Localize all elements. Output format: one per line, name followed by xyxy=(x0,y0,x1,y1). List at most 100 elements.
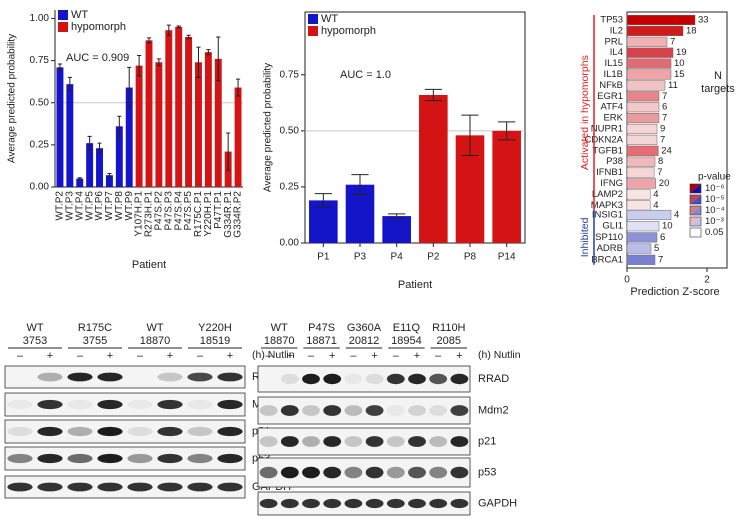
blot-band xyxy=(302,405,320,416)
bar xyxy=(626,134,658,145)
blot-panel xyxy=(4,475,246,499)
legend-title: p-value xyxy=(698,172,731,183)
x-tick-label: P4 xyxy=(391,252,404,263)
error-bar xyxy=(216,36,221,82)
x-tick-label: 0 xyxy=(624,275,630,286)
blot-band xyxy=(344,405,363,416)
blot-band xyxy=(302,466,320,479)
bar xyxy=(135,65,143,187)
blot-band xyxy=(365,373,384,385)
category-label: CDKN2A xyxy=(584,134,623,145)
blot-band xyxy=(67,399,93,410)
x-tick-label: G334R.P1 xyxy=(223,191,234,238)
blot-band xyxy=(408,498,426,509)
bar xyxy=(125,87,133,187)
blot-band xyxy=(280,436,299,447)
legend-swatch-frame xyxy=(689,216,702,227)
blot-band xyxy=(323,405,342,416)
category-label: NFkB xyxy=(599,80,623,91)
blot-band xyxy=(157,482,183,492)
blot-band xyxy=(429,466,448,479)
error-bar xyxy=(57,63,63,72)
bar xyxy=(115,126,123,187)
blot-band xyxy=(450,466,469,479)
error-bar xyxy=(97,142,102,154)
error-bar xyxy=(226,132,231,171)
legend-label: hypomorph xyxy=(321,25,376,37)
target-count: 15 xyxy=(674,69,685,80)
x-tick-label: Y220H.P1 xyxy=(203,191,214,237)
bar xyxy=(204,52,212,188)
legend-swatch xyxy=(308,14,318,24)
blot-row-label: p53 xyxy=(478,466,496,478)
category-label: IL4 xyxy=(610,47,623,58)
blot-band xyxy=(323,466,342,479)
x-tick-label: WT.P2 xyxy=(55,191,66,221)
legend-swatch-blue xyxy=(690,195,701,204)
bar xyxy=(185,36,193,187)
x-tick-label: 2 xyxy=(704,275,710,286)
blot-band xyxy=(37,372,63,382)
blot-band xyxy=(386,466,405,479)
error-bar xyxy=(424,88,442,102)
x-tick-label: P8 xyxy=(464,252,477,263)
blot-band xyxy=(217,426,243,437)
category-label: ADRB xyxy=(597,243,623,254)
lane-plus: + xyxy=(227,350,233,362)
target-count: 18 xyxy=(686,25,697,36)
lane-group-name: P47S xyxy=(308,322,335,334)
target-count: 7 xyxy=(657,167,662,178)
treatment-label: (h) Nutlin xyxy=(478,349,521,361)
error-bar xyxy=(87,135,92,151)
bar xyxy=(626,25,684,36)
category-label: LAMP2 xyxy=(592,189,623,200)
error-bar xyxy=(117,115,122,137)
legend-label: WT xyxy=(71,9,88,21)
bar xyxy=(492,130,521,243)
category-label: IFNB1 xyxy=(596,167,623,178)
blot-band xyxy=(37,426,63,437)
lane-group-id: 18870 xyxy=(264,335,295,347)
target-count: 24 xyxy=(661,145,672,156)
error-bar xyxy=(137,55,142,77)
category-label: NUPR1 xyxy=(591,124,623,135)
blot-band xyxy=(280,405,299,416)
blot-band xyxy=(259,405,278,416)
error-bar xyxy=(314,193,332,208)
error-bar xyxy=(351,174,369,196)
blot-band xyxy=(217,399,243,410)
legend-swatch-frame xyxy=(689,227,702,238)
target-count: 7 xyxy=(662,113,667,124)
y-tick-label: 1.00 xyxy=(30,13,50,24)
blot-band xyxy=(408,405,426,416)
blot-band xyxy=(97,372,123,382)
legend-swatch xyxy=(58,10,68,20)
bar xyxy=(56,67,64,187)
bar xyxy=(419,94,448,243)
x-tick-label: P47S.P3 xyxy=(163,191,174,231)
x-tick-label: P47S.P2 xyxy=(154,191,165,231)
blot-band xyxy=(280,498,299,509)
lane-plus: + xyxy=(414,350,420,362)
blot-band xyxy=(97,482,123,492)
plot-frame xyxy=(304,11,526,244)
bar xyxy=(105,175,113,187)
lane-minus: – xyxy=(77,350,84,362)
x-tick-label: P1 xyxy=(317,252,330,263)
blot-band xyxy=(323,436,342,447)
blot-band xyxy=(187,426,213,437)
error-bar xyxy=(127,66,132,109)
category-label: TP53 xyxy=(600,15,623,26)
blot-band xyxy=(323,373,342,385)
blot-band xyxy=(217,372,243,382)
blot-row-label: RRAD xyxy=(478,373,509,385)
blot-band xyxy=(187,482,213,492)
legend-swatch xyxy=(58,22,68,32)
blot-band xyxy=(344,436,363,447)
blot-band xyxy=(408,373,426,385)
error-bar xyxy=(146,37,152,44)
lane-group-name: R175C xyxy=(78,322,112,334)
blot-band xyxy=(386,498,405,509)
blot-band xyxy=(429,498,448,509)
